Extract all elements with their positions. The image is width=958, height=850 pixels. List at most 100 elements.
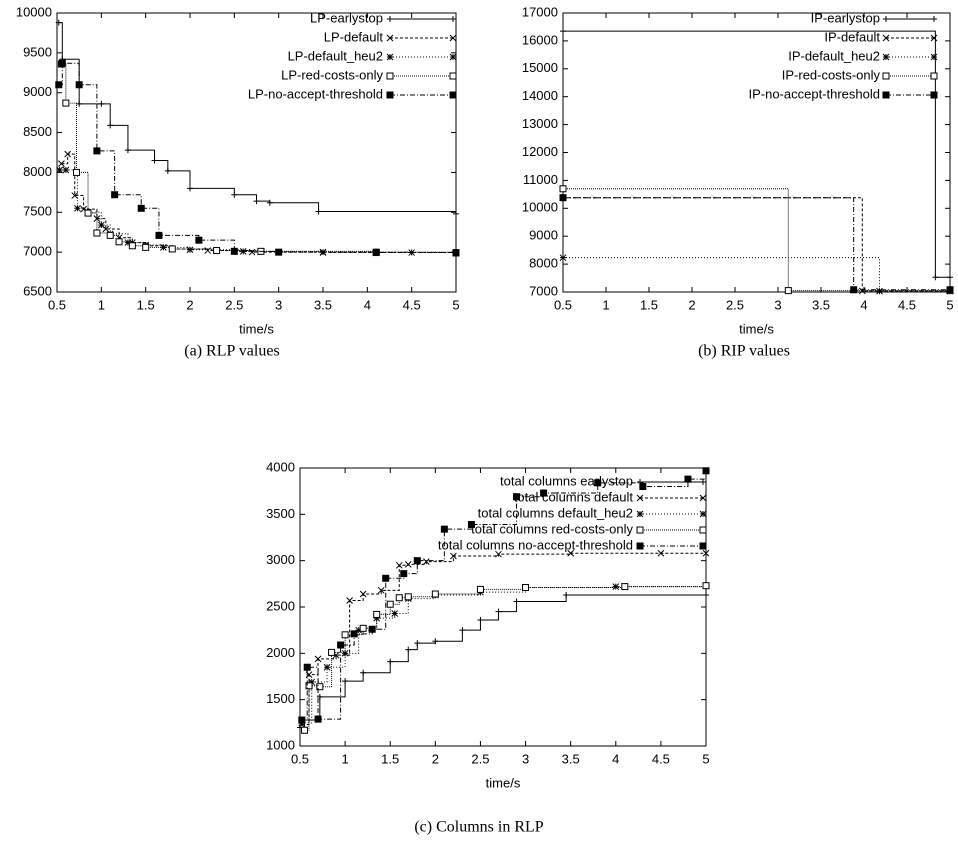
y-tick-label: 16000	[522, 32, 558, 47]
x-tick-label: 4	[612, 751, 619, 766]
legend-label: LP-no-accept-threshold	[248, 86, 383, 101]
y-tick-label: 8000	[529, 256, 558, 271]
marker	[522, 584, 530, 592]
marker	[699, 494, 707, 502]
y-tick-label: 2500	[266, 598, 295, 613]
x-tick-label: 0.5	[291, 751, 309, 766]
marker	[386, 34, 394, 42]
marker	[567, 549, 575, 557]
marker	[636, 542, 644, 550]
marker	[639, 483, 647, 491]
marker	[341, 631, 349, 639]
x-tick-label: 1	[341, 751, 348, 766]
series-line	[563, 30, 950, 278]
y-tick-label: 12000	[522, 144, 558, 159]
marker	[160, 244, 167, 251]
marker	[342, 678, 349, 685]
x-tick-label: 3.5	[562, 751, 580, 766]
marker	[612, 583, 620, 590]
series-line	[301, 470, 707, 721]
y-tick-label: 9500	[23, 44, 52, 59]
marker	[452, 249, 460, 257]
y-tick-label: 7500	[23, 204, 52, 219]
marker	[931, 16, 937, 22]
marker	[850, 286, 858, 294]
marker	[151, 157, 158, 164]
x-tick-label: 2.5	[726, 297, 744, 312]
marker	[413, 557, 421, 565]
marker	[431, 590, 439, 598]
marker	[346, 597, 353, 604]
marker	[382, 574, 390, 582]
marker	[636, 510, 644, 518]
marker	[449, 53, 457, 61]
y-tick-label: 1500	[266, 691, 295, 706]
marker	[699, 526, 707, 534]
legend-label: LP-earlystop	[310, 10, 383, 25]
legend-label: IP-red-costs-only	[782, 67, 881, 82]
marker	[449, 34, 457, 42]
marker	[275, 248, 283, 256]
y-tick-label: 2000	[266, 645, 295, 660]
legend-label: IP-default	[824, 29, 880, 44]
legend-label: LP-default_heu2	[288, 48, 383, 63]
marker	[316, 693, 323, 700]
marker	[84, 209, 92, 217]
marker	[64, 150, 71, 158]
marker	[62, 99, 70, 107]
marker	[563, 591, 570, 598]
marker	[58, 59, 66, 67]
marker	[405, 646, 412, 653]
series-line	[58, 62, 457, 254]
marker	[231, 191, 238, 198]
y-tick-label: 7000	[529, 283, 558, 298]
marker	[337, 641, 345, 649]
marker	[124, 239, 132, 246]
marker	[93, 147, 101, 155]
marker	[308, 678, 316, 686]
marker	[204, 247, 212, 254]
series-line	[563, 188, 950, 292]
legend-label: total columns red-costs-only	[471, 521, 633, 536]
marker	[303, 663, 311, 671]
marker	[315, 208, 322, 215]
legend-label: IP-no-accept-threshold	[748, 86, 880, 101]
legend-label: LP-red-costs-only	[281, 67, 383, 82]
marker	[699, 510, 707, 518]
marker	[386, 72, 394, 80]
series-line	[563, 197, 950, 292]
marker	[266, 199, 273, 206]
x-tick-label: 2	[432, 751, 439, 766]
y-tick-label: 14000	[522, 88, 558, 103]
marker	[386, 91, 394, 99]
marker	[387, 658, 394, 665]
x-tick-label: 4	[364, 297, 371, 312]
caption: (c) Columns in RLP	[414, 819, 543, 836]
marker	[316, 683, 324, 691]
marker	[513, 493, 521, 501]
y-tick-label: 7000	[23, 244, 52, 259]
x-tick-label: 5	[702, 751, 709, 766]
x-tick-label: 3.5	[812, 297, 830, 312]
marker	[559, 254, 567, 262]
y-tick-label: 13000	[522, 116, 558, 131]
marker	[702, 582, 710, 590]
marker	[621, 583, 629, 591]
x-tick-label: 2	[688, 297, 695, 312]
marker	[636, 526, 644, 534]
marker	[883, 16, 889, 22]
x-tick-label: 5	[452, 297, 459, 312]
marker	[55, 19, 62, 26]
marker	[560, 28, 566, 35]
marker	[93, 229, 101, 237]
marker	[314, 715, 322, 723]
marker	[73, 168, 81, 176]
y-tick-label: 9000	[23, 84, 52, 99]
y-tick-label: 3000	[266, 552, 295, 567]
marker	[594, 479, 602, 487]
marker	[422, 558, 430, 565]
series-line	[301, 552, 706, 726]
marker	[323, 663, 331, 671]
marker	[477, 616, 484, 623]
